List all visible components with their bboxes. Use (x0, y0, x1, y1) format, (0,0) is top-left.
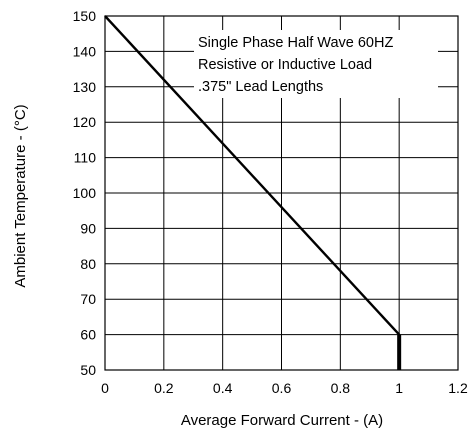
y-tick-label: 110 (74, 150, 97, 166)
y-tick-label: 70 (80, 291, 96, 307)
y-tick-label: 80 (80, 256, 96, 272)
plot-border (104, 15, 459, 371)
x-tick-label: 0.8 (331, 380, 351, 396)
annotation-line-3: .375" Lead Lengths (198, 79, 323, 95)
x-tick-labels: 0 0.2 0.4 0.6 0.8 1 1.2 (101, 380, 468, 396)
series-group (104, 15, 402, 370)
y-tick-label: 100 (73, 185, 97, 201)
plot-frame (104, 15, 459, 371)
annotation-line-1: Single Phase Half Wave 60HZ (198, 35, 393, 51)
x-tick-label: 0.2 (154, 380, 174, 396)
y-tick-label: 60 (80, 327, 96, 343)
y-tick-label: 150 (73, 8, 97, 24)
x-tick-label: 1 (395, 380, 403, 396)
annotation-line-2: Resistive or Inductive Load (198, 57, 372, 73)
x-tick-label: 0 (101, 380, 109, 396)
x-tick-label: 1.2 (448, 380, 468, 396)
y-tick-labels: 50 60 70 80 90 100 110 120 130 140 150 (73, 8, 97, 378)
x-tick-label: 0.4 (213, 380, 233, 396)
annotation: Single Phase Half Wave 60HZ Resistive or… (198, 35, 393, 95)
y-tick-label: 120 (73, 114, 97, 130)
annotation-background (194, 30, 438, 98)
y-tick-label: 130 (73, 79, 97, 95)
y-tick-label: 90 (80, 220, 96, 236)
x-axis-label: Average Forward Current - (A) (181, 412, 383, 429)
y-tick-label: 50 (80, 362, 96, 378)
y-axis-label: Ambient Temperature - (°C) (12, 104, 29, 287)
y-tick-label: 140 (73, 43, 97, 59)
x-tick-label: 0.6 (272, 380, 292, 396)
